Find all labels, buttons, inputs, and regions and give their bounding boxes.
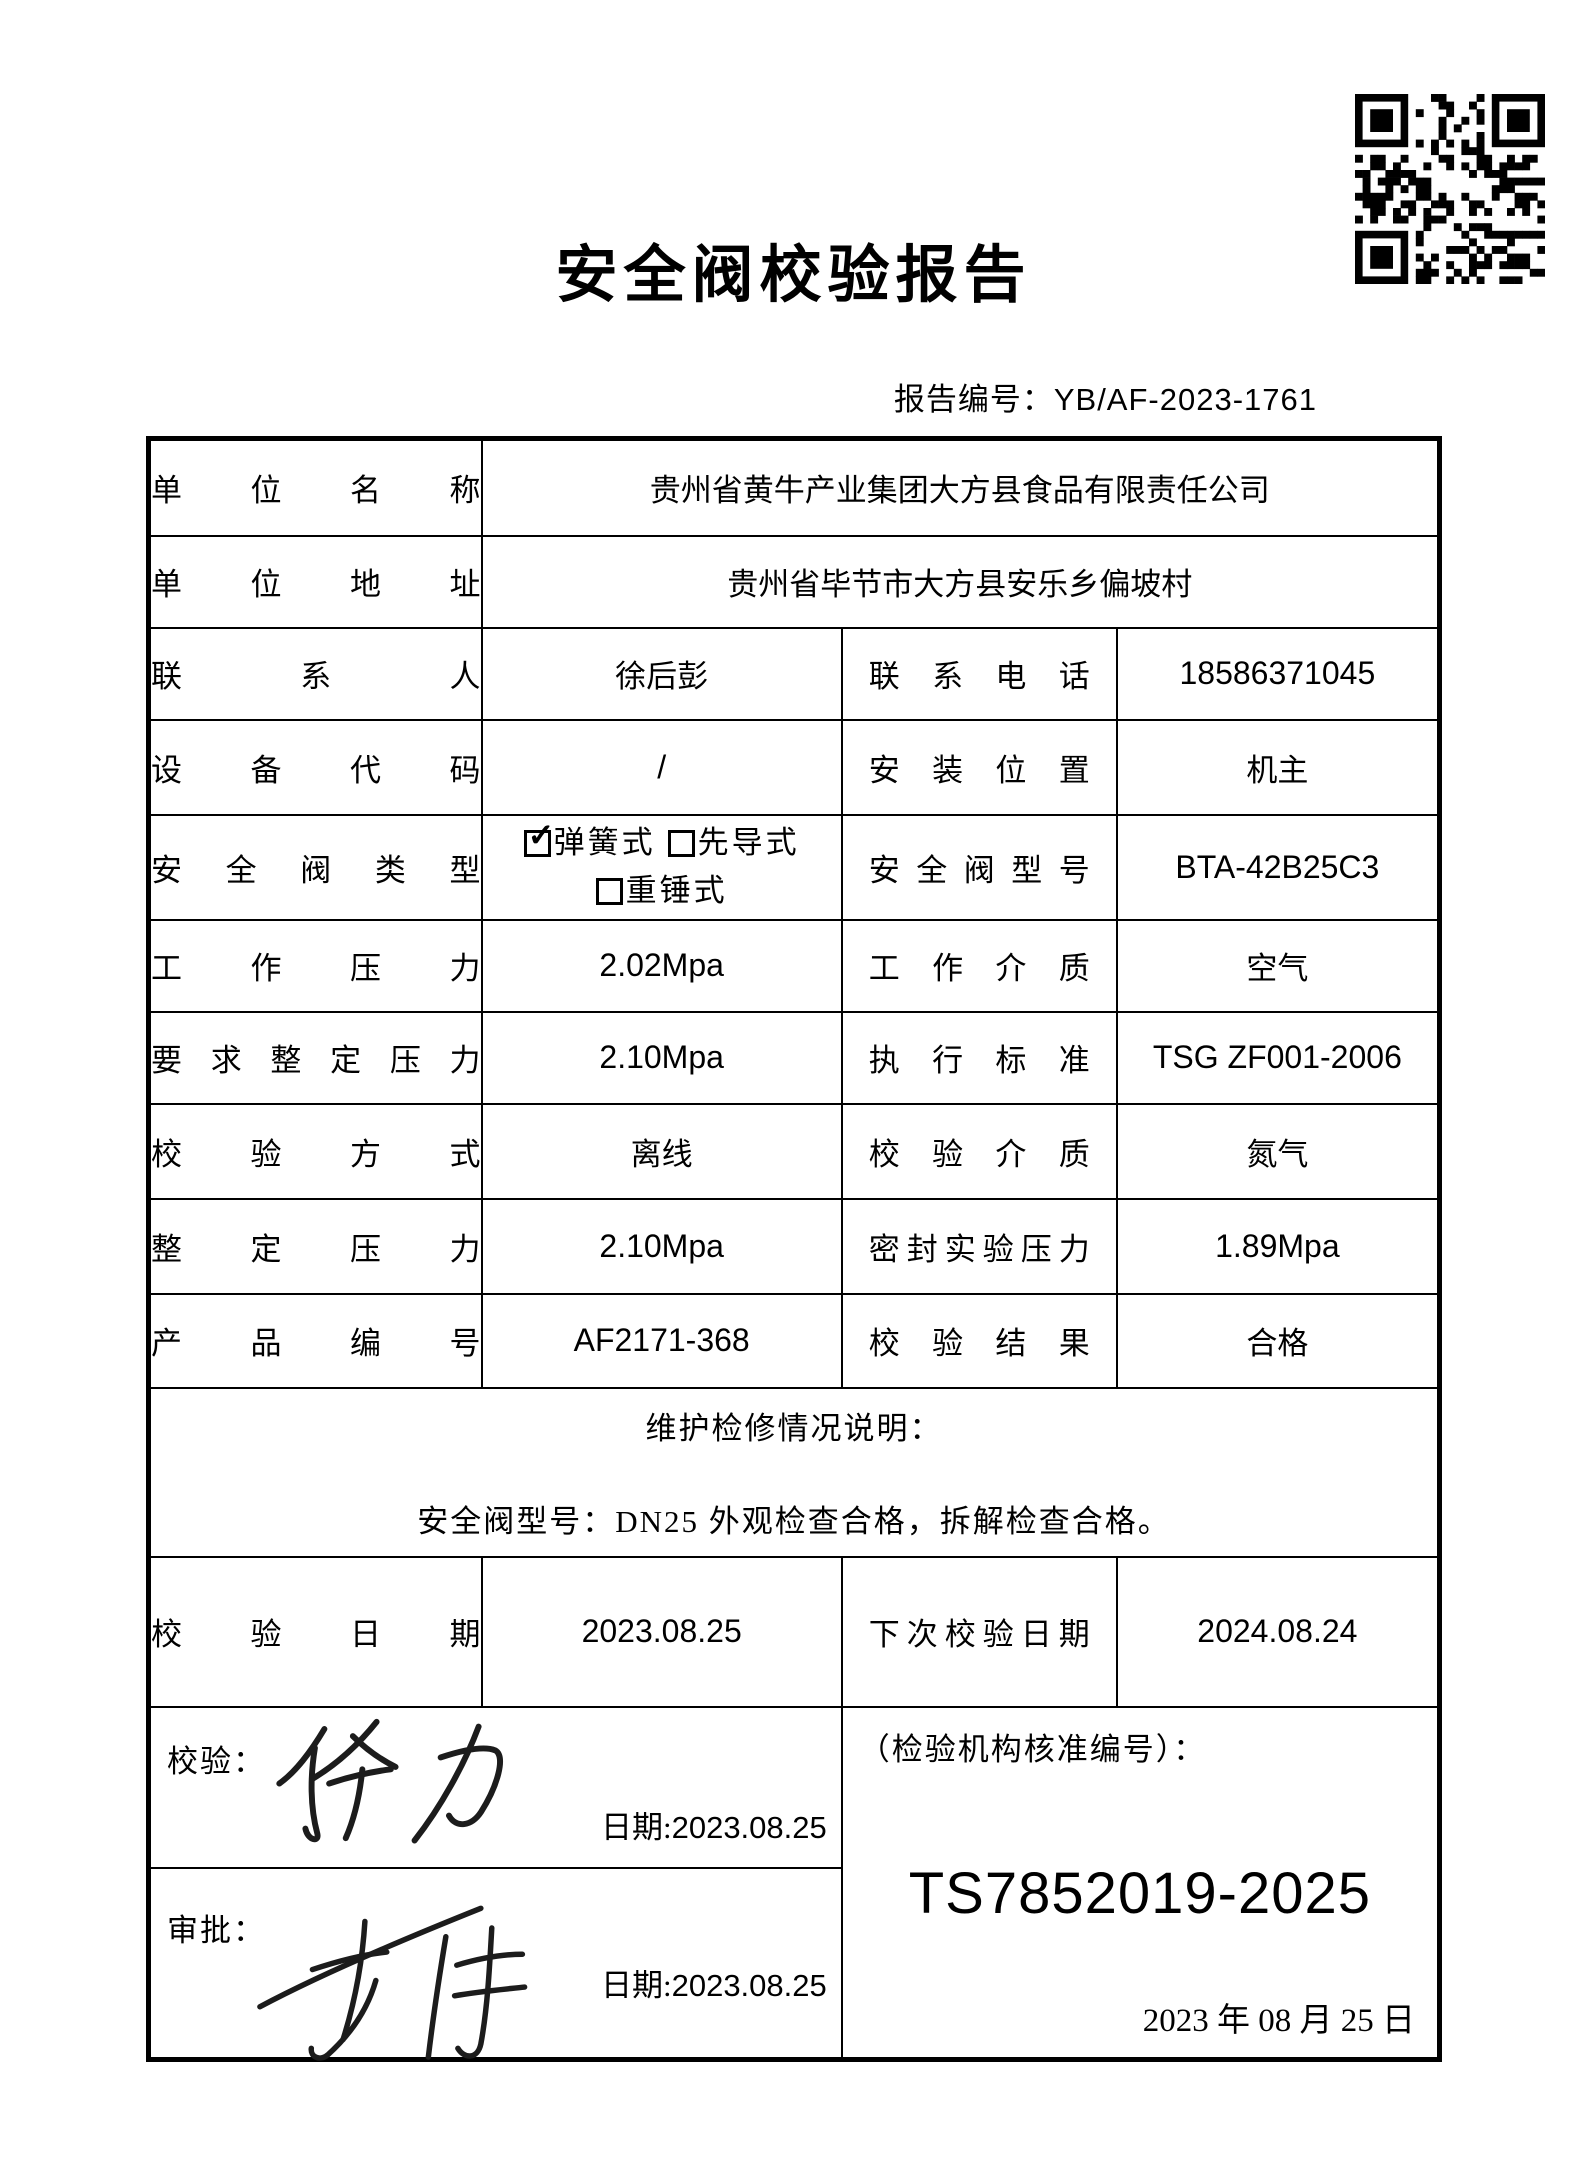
valve-type-options-line1: 弹簧式 先导式 [483, 819, 841, 867]
approver-label: 审批： [167, 1912, 266, 1948]
valve-type-option-label: 先导式 [697, 824, 800, 860]
unit-name-value: 贵州省黄牛产业集团大方县食品有限责任公司 [480, 437, 1441, 537]
row-calibration-method: 校验方式 离线 校验介质 氮气 [147, 1102, 1441, 1200]
maintenance-title: 维护检修情况说明： [645, 1411, 943, 1446]
product-no-value: AF2171-368 [480, 1292, 843, 1389]
valve-type-label: 安全阀类型 [147, 813, 483, 921]
report-number-label: 报告编号： [893, 382, 1054, 417]
valve-type-option: 先导式 [667, 824, 800, 860]
seal-test-pressure-label: 密封实验压力 [840, 1197, 1118, 1295]
calibration-method-label: 校验方式 [147, 1102, 483, 1200]
unit-name-label: 单位名称 [147, 437, 483, 537]
calibration-date-value: 2023.08.25 [480, 1555, 843, 1708]
valve-model-label: 安全阀型号 [840, 813, 1118, 921]
calibration-result-value: 合格 [1115, 1292, 1441, 1389]
valve-type-option-label: 重锤式 [625, 873, 728, 908]
checkbox-checked-icon [523, 825, 554, 857]
cert-label: （检验机构核准编号）： [858, 1731, 1207, 1767]
calibration-result-label: 校验结果 [840, 1292, 1118, 1389]
row-verifier: 校验： 日期:2023.08.25 [147, 1705, 1441, 2061]
qr-code-icon [1355, 94, 1546, 285]
next-calibration-date-value: 2024.08.24 [1115, 1555, 1441, 1708]
cert-cell: （检验机构核准编号）： TS7852019-2025 2023 年 08 月 2… [840, 1705, 1441, 2061]
verifier-signature [276, 1718, 503, 1843]
row-device-code: 设备代码 / 安装位置 机主 [147, 718, 1441, 816]
working-pressure-value: 2.02Mpa [480, 918, 843, 1013]
contact-value: 徐后彭 [480, 626, 843, 721]
valve-type-options-line2: 重锤式 [483, 867, 841, 915]
unit-address-label: 单位地址 [147, 534, 483, 629]
calibration-method-value: 离线 [480, 1102, 843, 1200]
phone-value: 18586371045 [1115, 626, 1441, 721]
verifier-date: 日期:2023.08.25 [601, 1802, 827, 1847]
calibration-date-label: 校验日期 [147, 1555, 483, 1708]
checkbox-unchecked-icon [595, 878, 623, 905]
valve-type-options: 弹簧式 先导式 重锤式 [480, 813, 843, 921]
set-pressure-value: 2.10Mpa [480, 1197, 843, 1295]
working-pressure-label: 工作压力 [147, 918, 483, 1013]
install-location-label: 安装位置 [840, 718, 1118, 816]
phone-label: 联系电话 [840, 626, 1118, 721]
report-number-value: YB/AF-2023-1761 [1053, 382, 1317, 417]
checkbox-unchecked-icon [667, 829, 695, 857]
approver-signature [257, 1905, 528, 2061]
row-maintenance: 维护检修情况说明： 安全阀型号：DN25 外观检查合格，拆解检查合格。 [147, 1386, 1441, 1558]
valve-type-option: 重锤式 [595, 873, 728, 908]
row-product-no: 产品编号 AF2171-368 校验结果 合格 [147, 1292, 1441, 1389]
standard-value: TSG ZF001-2006 [1115, 1010, 1441, 1105]
maintenance-cell: 维护检修情况说明： 安全阀型号：DN25 外观检查合格，拆解检查合格。 [147, 1386, 1441, 1558]
maintenance-content: 安全阀型号：DN25 外观检查合格，拆解检查合格。 [417, 1504, 1171, 1539]
next-calibration-date-label: 下次校验日期 [840, 1555, 1118, 1708]
cert-number: TS7852019-2025 [908, 1860, 1371, 1926]
row-unit-address: 单位地址 贵州省毕节市大方县安乐乡偏坡村 [147, 534, 1441, 629]
verifier-date-label: 日期: [600, 1809, 672, 1845]
device-code-value: / [480, 718, 843, 816]
approver-date-value: 2023.08.25 [671, 1968, 827, 2003]
row-approver: 审批： 日期:2023.08.25 [147, 1866, 1440, 2061]
install-location-value: 机主 [1115, 718, 1441, 816]
row-contact: 联系人 徐后彭 联系电话 18586371045 [147, 626, 1441, 721]
report-table: 单位名称 贵州省黄牛产业集团大方县食品有限责任公司 单位地址 贵州省毕节市大方县… [146, 436, 1442, 2062]
row-set-pressure: 整定压力 2.10Mpa 密封实验压力 1.89Mpa [147, 1197, 1441, 1295]
row-working-pressure: 工作压力 2.02Mpa 工作介质 空气 [147, 918, 1441, 1013]
calibration-medium-value: 氮气 [1115, 1102, 1441, 1200]
seal-test-pressure-value: 1.89Mpa [1115, 1197, 1441, 1295]
cert-date: 2023 年 08 月 25 日 [1142, 2003, 1415, 2039]
row-valve-type: 安全阀类型 弹簧式 先导式 重锤式 安全阀型号 BTA-42B25C3 [147, 813, 1441, 921]
unit-address-value: 贵州省毕节市大方县安乐乡偏坡村 [480, 534, 1441, 629]
product-no-label: 产品编号 [147, 1292, 483, 1389]
approver-cell: 审批： 日期:2023.08.25 [147, 1866, 843, 2061]
verifier-label: 校验： [167, 1743, 266, 1779]
verifier-cell: 校验： 日期:2023.08.25 [147, 1705, 843, 1869]
standard-label: 执行标准 [840, 1010, 1118, 1105]
row-required-set-pressure: 要求整定压力 2.10Mpa 执行标准 TSG ZF001-2006 [147, 1010, 1441, 1105]
qr-code-pattern [1355, 94, 1546, 285]
approver-date: 日期:2023.08.25 [601, 1960, 827, 2005]
report-number: 报告编号：YB/AF-2023-1761 [894, 374, 1317, 419]
device-code-label: 设备代码 [147, 718, 483, 816]
valve-type-option: 弹簧式 [523, 824, 656, 860]
working-medium-value: 空气 [1115, 918, 1441, 1013]
contact-label: 联系人 [147, 626, 483, 721]
working-medium-label: 工作介质 [840, 918, 1118, 1013]
verifier-date-value: 2023.08.25 [671, 1809, 827, 1845]
set-pressure-label: 整定压力 [147, 1197, 483, 1295]
row-unit-name: 单位名称 贵州省黄牛产业集团大方县食品有限责任公司 [147, 437, 1441, 537]
row-calibration-dates: 校验日期 2023.08.25 下次校验日期 2024.08.24 [147, 1555, 1441, 1708]
required-set-pressure-value: 2.10Mpa [480, 1010, 843, 1105]
page-title: 安全阀校验报告 [555, 242, 1032, 310]
valve-model-value: BTA-42B25C3 [1115, 813, 1441, 921]
approver-date-label: 日期: [600, 1968, 672, 2003]
valve-type-option-label: 弹簧式 [553, 824, 656, 860]
calibration-medium-label: 校验介质 [840, 1102, 1118, 1200]
required-set-pressure-label: 要求整定压力 [147, 1010, 483, 1105]
